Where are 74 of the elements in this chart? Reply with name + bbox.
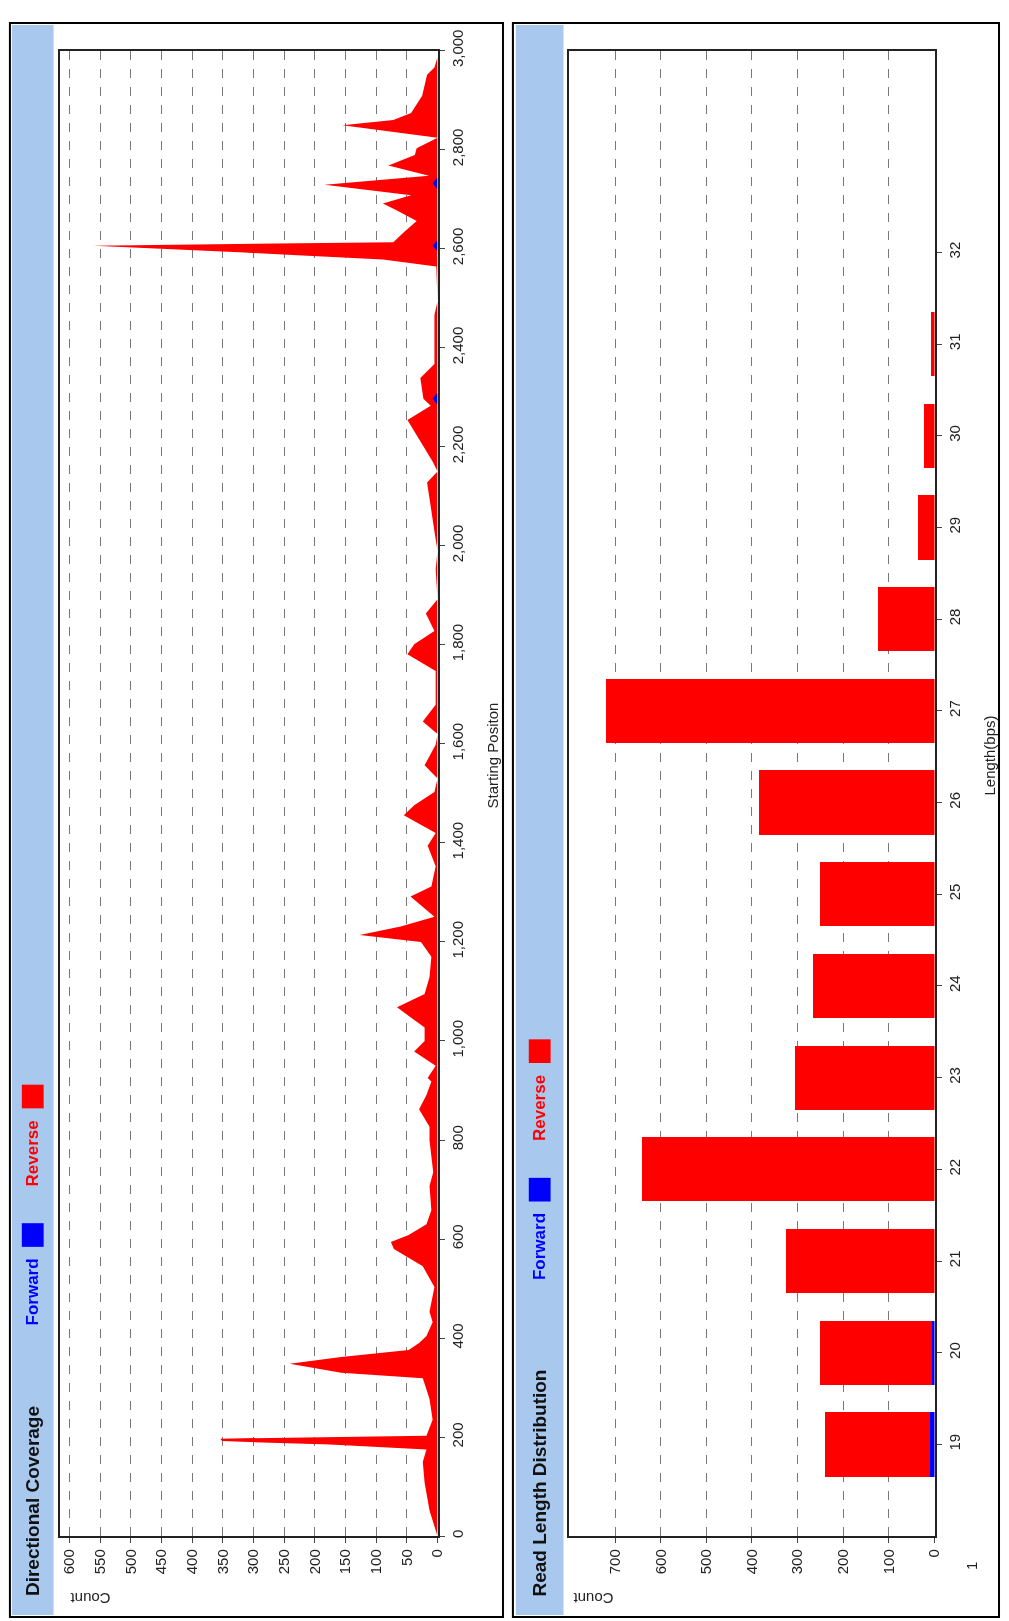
legend-label: Forward [530,1212,550,1281]
x-tick-label: 450 [152,1549,170,1575]
y-tick-label: 27 [945,700,963,717]
y-tick-label: 22 [945,1158,963,1176]
x-tick-label: 700 [605,1549,623,1575]
x-tick-label: 500 [121,1549,139,1575]
x-tick-label: 50 [397,1549,415,1566]
y-tick-label: 32 [945,241,963,259]
x-tick-label: 0 [428,1549,446,1558]
bar [785,1228,935,1294]
y-tick-label: 1,400 [448,821,466,860]
x-axis-title: Count [69,1589,111,1607]
y-tick-label: 1,800 [448,623,466,662]
y-tick-label: 2,200 [448,425,466,464]
y-tick-label: 23 [945,1067,963,1084]
y-tick-label: 200 [448,1422,466,1448]
text: 1 [963,1561,981,1570]
y-tick-label: 800 [448,1125,466,1151]
y-tick-label: 2,000 [448,524,466,563]
y-tick-label: 26 [945,791,963,809]
x-tick-label: 600 [60,1549,78,1575]
x-tick-label: 400 [742,1549,760,1575]
y-tick-label: 3,000 [448,29,466,68]
bar [917,495,935,560]
y-tick-label: 2,800 [448,128,466,167]
y-tick-label: 600 [448,1224,466,1250]
bar [605,678,935,743]
legend-label: Reverse [23,1120,43,1187]
y-tick-label: 24 [945,975,963,993]
text: Directional Coverage [22,1405,44,1597]
y-tick-label: 31 [945,333,963,351]
x-tick-label: 600 [651,1549,669,1575]
x-tick-label: 100 [367,1549,385,1575]
x-tick-label: 200 [834,1549,852,1575]
y-tick-label: 21 [945,1250,963,1268]
bar [819,862,935,927]
legend-label: Reverse [530,1074,550,1142]
x-tick-label: 150 [336,1549,354,1575]
y-axis-title: Starting Positon [483,702,501,809]
y-tick-label: 2,400 [448,326,466,365]
y-tick-label: 1,600 [448,722,466,761]
y-tick-label: 2,600 [448,227,466,266]
bar [642,1137,935,1202]
text: Read Length Distribution [528,1369,550,1597]
y-tick-label: 1,000 [448,1019,466,1058]
bar [923,403,935,468]
x-tick-label: 200 [305,1549,323,1575]
y-tick-label: 19 [945,1433,963,1451]
x-tick-label: 100 [879,1549,897,1575]
y-tick-label: 30 [945,425,963,442]
y-tick-label: 20 [945,1342,963,1359]
x-tick-label: 350 [213,1549,231,1575]
x-tick-label: 500 [697,1549,715,1575]
bar [758,770,935,835]
bar [813,953,935,1019]
y-tick-label: 29 [945,516,963,534]
legend-label: Forward [23,1258,43,1326]
x-tick-label: 300 [244,1549,262,1575]
x-tick-label: 0 [925,1549,943,1558]
y-tick-label: 25 [945,883,963,901]
x-tick-label: 250 [274,1549,292,1575]
y-tick-label: 400 [448,1323,466,1349]
x-axis-title: Count [572,1589,614,1607]
y-tick-label: 0 [448,1529,466,1539]
y-tick-label: 1,200 [448,920,466,959]
y-axis-title: Length(bps) [980,715,998,796]
bar [877,587,935,652]
x-tick-label: 400 [182,1549,200,1575]
x-tick-label: 550 [90,1549,108,1575]
bar [825,1412,930,1477]
y-tick-label: 28 [945,608,963,626]
bar [795,1045,935,1110]
x-tick-label: 300 [788,1549,806,1575]
bar [819,1320,932,1385]
